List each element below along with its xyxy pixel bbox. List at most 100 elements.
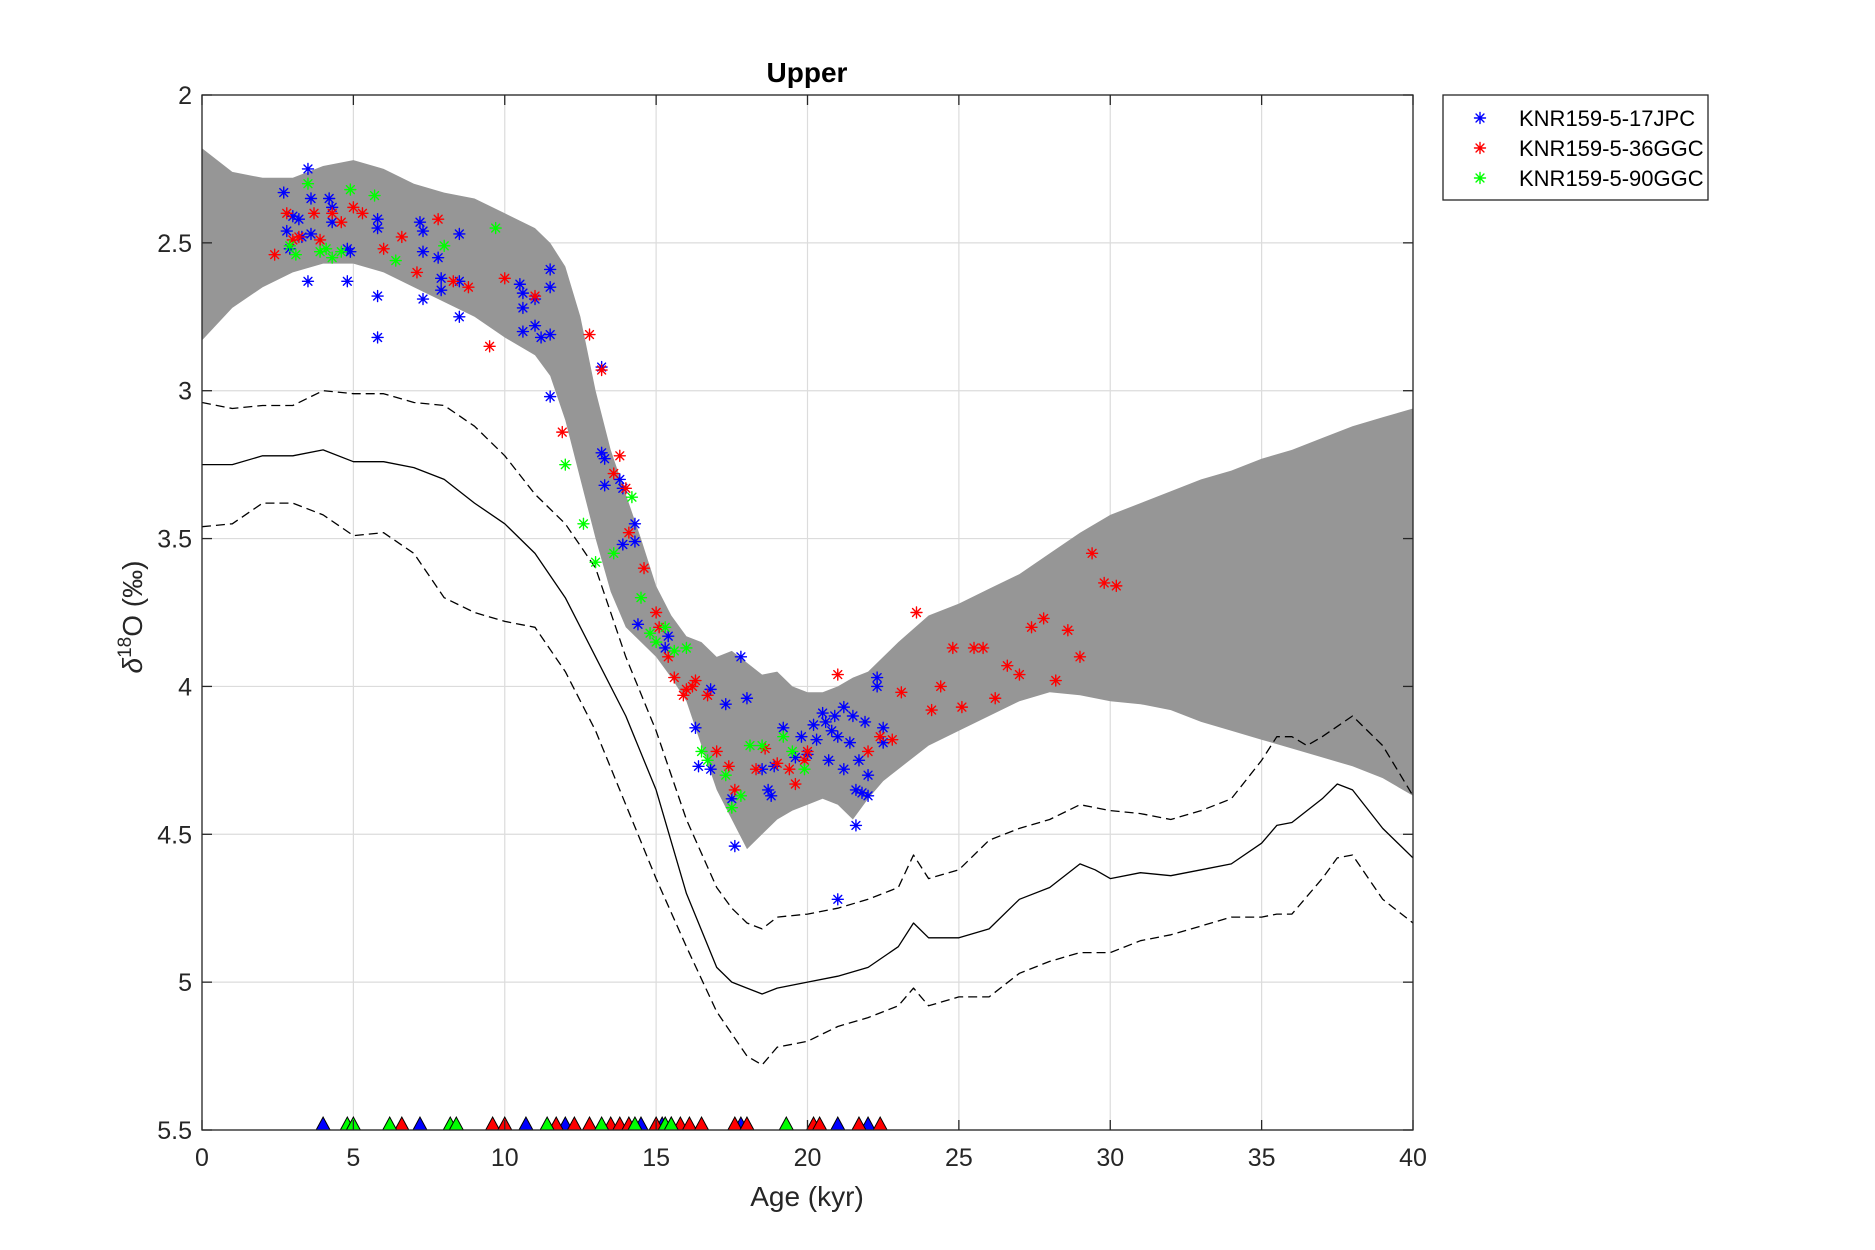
data-point [849, 783, 863, 797]
model-lines-layer [202, 390, 1413, 1066]
data-point [895, 686, 908, 699]
data-point [628, 517, 642, 530]
data-point [528, 319, 542, 332]
data-point [680, 641, 693, 655]
data-point [498, 272, 511, 285]
y-tick-label: 4 [178, 673, 192, 701]
data-point [528, 289, 542, 303]
data-point [695, 745, 708, 758]
data-point [1073, 650, 1087, 664]
data-point [719, 697, 732, 711]
data-point [855, 786, 869, 800]
data-point [371, 221, 384, 235]
data-point [743, 739, 757, 752]
x-tick-label: 10 [491, 1144, 519, 1172]
data-point [516, 325, 530, 338]
data-point [292, 213, 306, 226]
data-point [341, 275, 354, 288]
data-point [371, 331, 384, 344]
data-point [325, 251, 339, 264]
data-point [368, 189, 381, 202]
data-point [313, 233, 327, 247]
y-tick-label: 5 [178, 969, 192, 997]
data-point [662, 629, 675, 643]
y-axis-ticks: 2 2.5 3 3.5 4 4.5 5 5.5 [157, 82, 1413, 1145]
legend-marker-glyph [1473, 111, 1487, 125]
data-point [395, 230, 409, 244]
data-point [677, 689, 690, 702]
data-point [637, 561, 651, 575]
data-point [307, 207, 321, 220]
data-point [268, 248, 281, 261]
data-point [870, 680, 884, 693]
data-point [286, 210, 300, 223]
data-point [431, 213, 445, 226]
dashed-envelope-line [202, 502, 1413, 1066]
y-tick-label: 4.5 [157, 821, 192, 849]
data-point [462, 281, 475, 294]
data-point [319, 242, 333, 255]
uncertainty-band [202, 148, 1413, 850]
data-point [301, 177, 315, 190]
legend-label: KNR159-5-17JPC [1519, 106, 1695, 131]
data-point [719, 768, 732, 782]
data-point [870, 671, 884, 684]
data-point [1097, 576, 1111, 590]
data-point [301, 162, 315, 176]
data-point [344, 245, 357, 258]
data-point [816, 706, 829, 720]
data-point [749, 763, 763, 776]
data-point [325, 215, 339, 229]
data-point [876, 721, 890, 735]
data-point [795, 730, 808, 743]
data-point [628, 535, 642, 548]
legend-label: KNR159-5-90GGC [1519, 166, 1704, 191]
y-tick-label: 2.5 [157, 230, 192, 258]
data-point [822, 754, 835, 767]
data-point [852, 754, 866, 767]
data-point [607, 547, 620, 560]
data-point [322, 192, 336, 205]
data-point [740, 692, 754, 705]
data-point [710, 745, 723, 758]
data-point [280, 207, 293, 220]
data-point [946, 641, 960, 655]
data-point [873, 730, 887, 743]
data-point [861, 789, 875, 803]
data-point [771, 757, 784, 770]
data-point [613, 473, 626, 486]
data-point [543, 328, 557, 341]
data-point [680, 683, 693, 696]
data-point [728, 783, 742, 797]
data-point [313, 245, 327, 258]
legend-marker [1473, 141, 1487, 155]
data-point [1061, 624, 1075, 637]
data-point [686, 680, 699, 693]
data-point [798, 754, 811, 767]
data-point [689, 721, 702, 735]
data-point [622, 526, 636, 539]
data-point [801, 745, 814, 758]
data-point [1025, 621, 1038, 634]
data-point [876, 736, 890, 749]
data-point [347, 201, 360, 214]
data-point [344, 183, 357, 196]
data-point [734, 789, 748, 803]
data-point [583, 328, 596, 341]
legend-marker-glyph [1473, 171, 1487, 185]
data-point [734, 650, 748, 664]
series-KNR159-5-90GGC [283, 177, 811, 814]
data-point [483, 340, 496, 353]
data-point [976, 641, 990, 655]
data-point [831, 730, 844, 743]
x-tick-label: 25 [945, 1144, 973, 1172]
data-point [416, 292, 430, 306]
series-KNR159-5-36GGC [268, 201, 1123, 797]
data-point [634, 591, 648, 604]
data-point [689, 674, 702, 687]
model-mean-line [202, 449, 1413, 995]
y-tick-label: 2 [178, 82, 192, 110]
data-point [798, 763, 811, 776]
data-point [649, 635, 663, 649]
data-point [725, 801, 739, 814]
